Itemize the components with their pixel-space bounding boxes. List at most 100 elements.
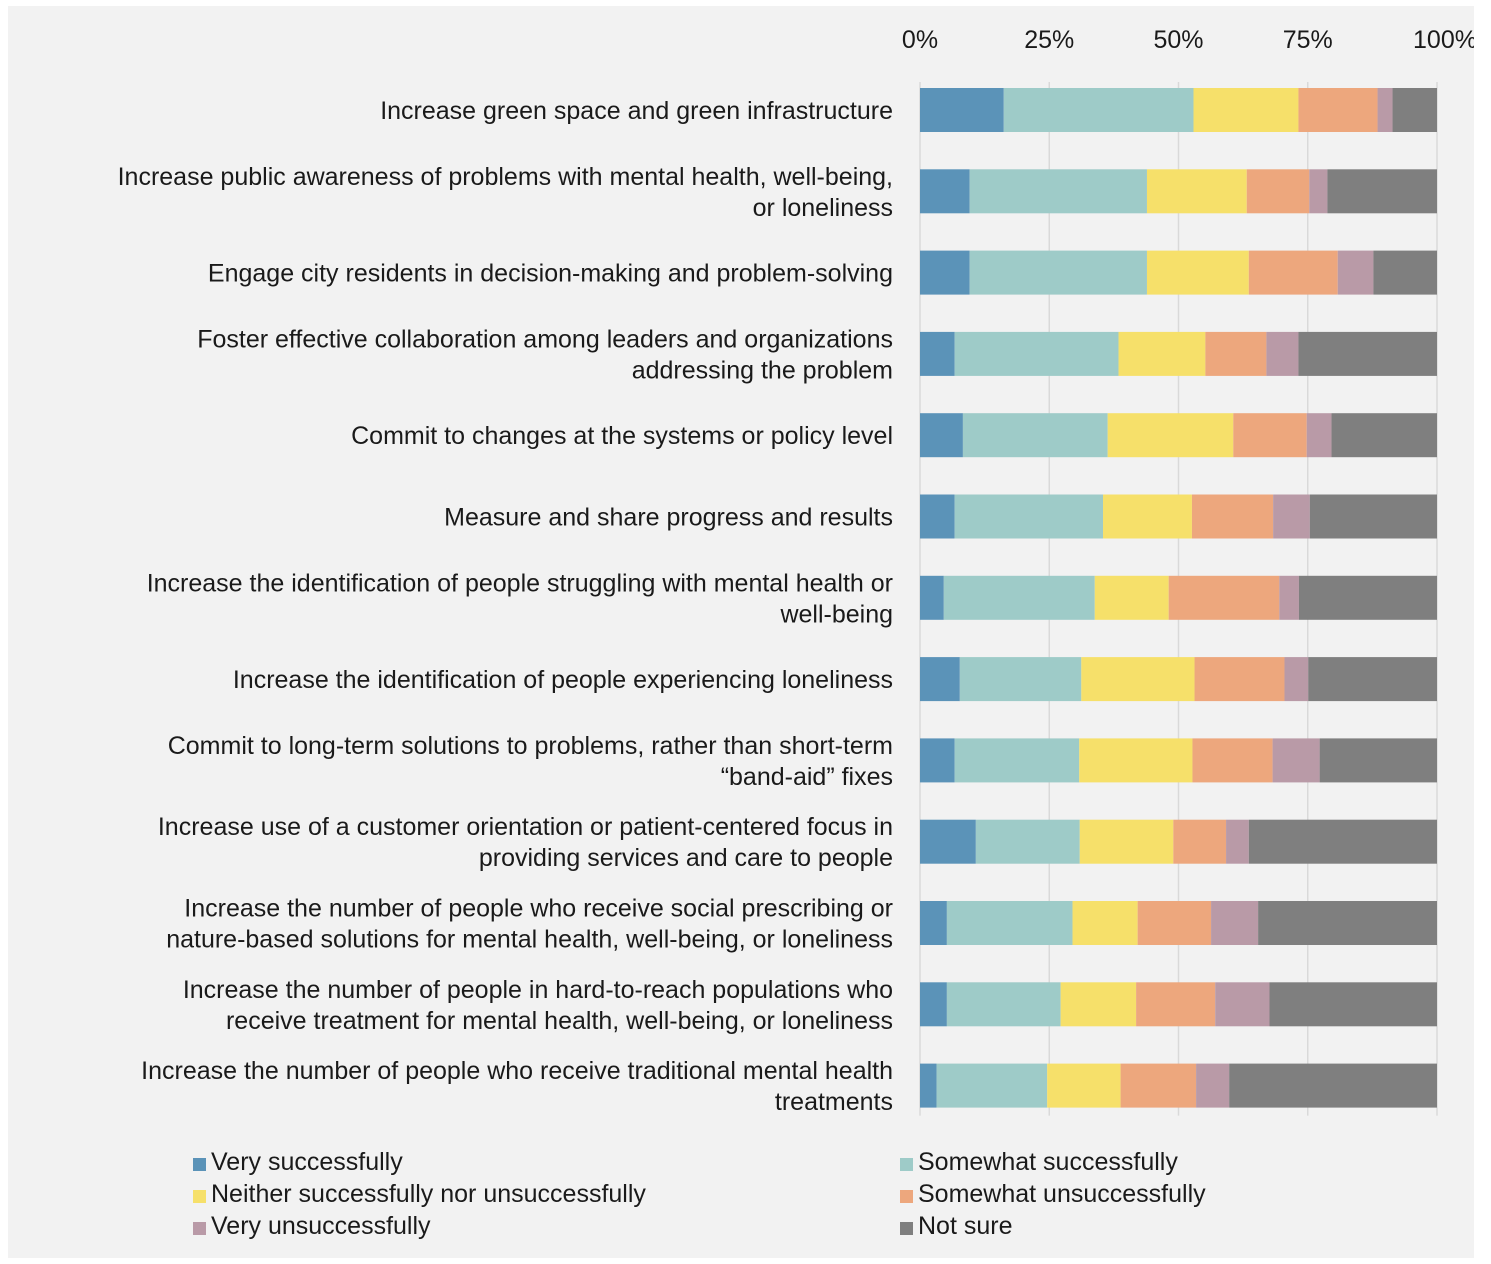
category-label: Measure and share progress and results xyxy=(444,504,893,532)
category-label-line: Increase the number of people who receiv… xyxy=(184,895,893,923)
category-label-line: “band-aid” fixes xyxy=(721,763,893,791)
bar-segment xyxy=(1392,88,1437,132)
bar-segment xyxy=(1146,169,1247,214)
bar-segment xyxy=(1103,494,1192,539)
bar-segment xyxy=(946,901,1073,945)
chart-background: 0% 25% 50% 75% 100% Increase green space and… xyxy=(8,6,1474,1258)
category-label-line: or loneliness xyxy=(753,194,893,222)
bar-segment xyxy=(1079,819,1174,864)
category-label-line: Increase public awareness of problems wi… xyxy=(118,163,893,191)
bar-segment xyxy=(1168,575,1280,620)
bar-segment xyxy=(1248,819,1437,864)
bar-segment xyxy=(920,413,963,458)
legend-swatch xyxy=(193,1158,206,1171)
legend-label: Very unsuccessfully xyxy=(211,1212,431,1240)
bar-segment xyxy=(1298,88,1378,132)
bar-segment xyxy=(959,657,1082,702)
bar-segment xyxy=(1298,575,1437,620)
category-label: Increase public awareness of problems wi… xyxy=(118,163,893,222)
bar-segment xyxy=(1306,413,1332,458)
x-tick-label: 0% xyxy=(902,26,938,54)
bar-segment xyxy=(1266,331,1299,376)
bar-segment xyxy=(1079,738,1193,783)
category-label: Commit to long-term solutions to problem… xyxy=(168,732,893,791)
legend-label: Somewhat successfully xyxy=(918,1148,1178,1176)
legend-swatch xyxy=(900,1158,913,1171)
category-label-line: Commit to changes at the systems or poli… xyxy=(351,422,893,450)
bar-segment xyxy=(1309,494,1437,539)
legend-swatch xyxy=(900,1190,913,1203)
x-tick-label: 100% xyxy=(1413,26,1474,54)
bar-segment xyxy=(1060,982,1137,1027)
legend-label: Somewhat unsuccessfully xyxy=(918,1180,1206,1208)
bar-segment xyxy=(1308,657,1437,702)
bar-segment xyxy=(1319,738,1437,783)
bar-segment xyxy=(1205,331,1267,376)
category-label-line: Foster effective collaboration among lea… xyxy=(197,325,893,353)
legend-label: Not sure xyxy=(918,1212,1012,1240)
bar-segment xyxy=(1118,331,1206,376)
x-tick-label: 50% xyxy=(1153,26,1203,54)
bar-segment xyxy=(969,250,1147,295)
bar-segment xyxy=(920,901,947,945)
bars xyxy=(920,88,1437,1108)
category-label-line: Increase use of a customer orientation o… xyxy=(158,813,893,841)
legend-swatch xyxy=(900,1222,913,1235)
bar-segment xyxy=(1003,88,1194,132)
bar-segment xyxy=(1192,738,1273,783)
legend-label: Neither successfully nor unsuccessfully xyxy=(211,1180,646,1208)
bar-segment xyxy=(1173,819,1227,864)
legend-swatch xyxy=(193,1222,206,1235)
bar-segment xyxy=(954,494,1104,539)
bar-segment xyxy=(1233,413,1307,458)
bar-segment xyxy=(1331,413,1437,458)
bar-segment xyxy=(969,169,1147,214)
bar-segment xyxy=(1191,494,1274,539)
bar-segment xyxy=(1137,901,1212,945)
bar-segment xyxy=(1377,88,1393,132)
x-tick-label: 25% xyxy=(1024,26,1074,54)
bar-segment xyxy=(1136,982,1216,1027)
bar-segment xyxy=(920,819,976,864)
x-tick-label: 75% xyxy=(1283,26,1333,54)
category-label-line: Increase the number of people in hard-to… xyxy=(183,976,893,1004)
category-label-line: addressing the problem xyxy=(632,356,893,384)
bar-segment xyxy=(1258,901,1437,945)
bar-segment xyxy=(920,331,955,376)
bar-segment xyxy=(920,1063,937,1108)
legend-swatch xyxy=(193,1190,206,1203)
bar-segment xyxy=(920,738,955,783)
bar-segment xyxy=(1309,169,1328,214)
bar-segment xyxy=(920,88,1004,132)
bar-segment xyxy=(962,413,1108,458)
bar-segment xyxy=(1081,657,1195,702)
bar-segment xyxy=(975,819,1080,864)
bar-segment xyxy=(1193,88,1299,132)
category-label: Increase the identification of people ex… xyxy=(233,666,893,694)
bar-segment xyxy=(920,575,944,620)
bar-segment xyxy=(1273,494,1310,539)
bar-segment xyxy=(1327,169,1437,214)
legend-label: Very successfully xyxy=(211,1148,403,1176)
category-label-line: providing services and care to people xyxy=(479,844,893,872)
category-label: Commit to changes at the systems or poli… xyxy=(351,422,893,450)
bar-segment xyxy=(920,657,960,702)
bar-segment xyxy=(1284,657,1309,702)
category-label: Increase use of a customer orientation o… xyxy=(158,813,893,872)
bar-segment xyxy=(946,982,1061,1027)
bar-segment xyxy=(954,738,1080,783)
category-label: Increase the number of people who receiv… xyxy=(166,895,893,954)
bar-segment xyxy=(1194,657,1285,702)
stacked-bar-chart: 0% 25% 50% 75% 100% Increase green space and… xyxy=(118,26,1474,1240)
bar-segment xyxy=(1120,1063,1197,1108)
category-label-line: Commit to long-term solutions to problem… xyxy=(168,732,893,760)
x-axis-ticks: 0% 25% 50% 75% 100% xyxy=(902,26,1474,54)
bar-segment xyxy=(1215,982,1270,1027)
bar-segment xyxy=(1146,250,1249,295)
category-label-line: nature-based solutions for mental health… xyxy=(166,926,893,954)
bar-segment xyxy=(920,982,947,1027)
category-label-line: Increase green space and green infrastru… xyxy=(380,97,893,125)
bar-segment xyxy=(1373,250,1437,295)
category-label: Foster effective collaboration among lea… xyxy=(197,325,893,384)
bar-segment xyxy=(1211,901,1259,945)
